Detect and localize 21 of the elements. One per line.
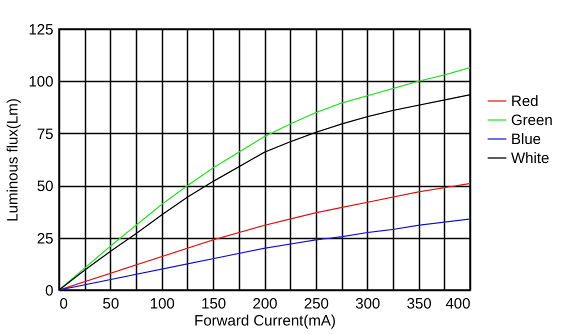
y-tick-label: 100 <box>28 74 54 91</box>
x-tick-label: 0 <box>60 296 68 312</box>
x-tick-label: 50 <box>102 296 120 312</box>
legend-label: Blue <box>511 131 542 148</box>
x-tick-label: 100 <box>150 296 175 312</box>
x-tick-label: 150 <box>201 296 226 312</box>
y-tick-label: 75 <box>36 126 54 143</box>
y-tick-label: 0 <box>45 282 54 300</box>
x-axis-title: Forward Current(mA) <box>194 312 336 330</box>
x-tick-label: 250 <box>304 296 329 312</box>
y-tick-label: 125 <box>28 22 54 38</box>
x-tick-label: 400 <box>445 296 470 312</box>
x-tick-label: 200 <box>252 296 278 312</box>
legend-label: Green <box>511 112 553 129</box>
y-axis-title: Luminous flux(Lm) <box>4 98 22 222</box>
x-tick-label: 300 <box>355 296 380 312</box>
y-tick-label: 25 <box>36 230 54 248</box>
legend-label: White <box>511 150 550 167</box>
x-tick-label: 350 <box>406 296 432 312</box>
legend-label: Red <box>511 93 539 110</box>
y-tick-label: 50 <box>36 178 54 196</box>
